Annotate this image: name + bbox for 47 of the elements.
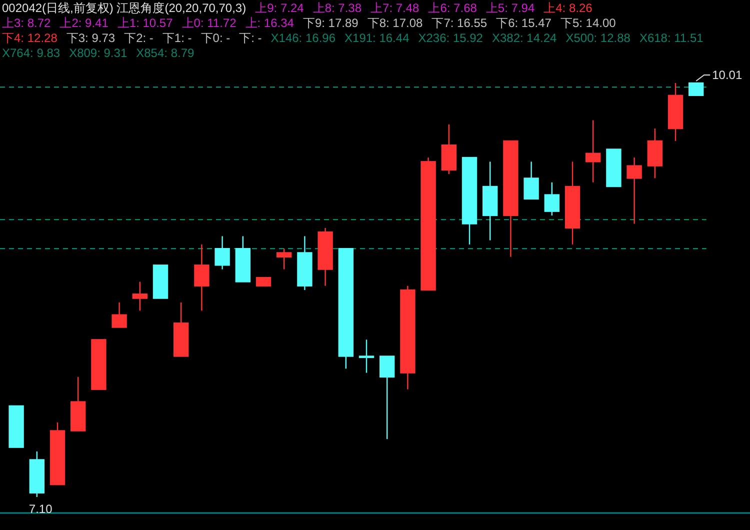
text: 下3: 9.73 xyxy=(66,31,116,45)
candlestick xyxy=(482,161,498,241)
text: 上: 16.34 xyxy=(245,16,294,30)
text: 下2: - xyxy=(124,31,154,45)
text: X764: 9.83 xyxy=(2,46,60,60)
text: 下0: - xyxy=(200,31,230,45)
text: 上4: 8.26 xyxy=(544,1,593,15)
text: 上5: 7.94 xyxy=(486,1,535,15)
text: X854: 8.79 xyxy=(136,46,194,60)
text: 上7: 7.48 xyxy=(370,1,420,15)
text: 下7: 16.55 xyxy=(432,16,488,30)
text: 上3: 8.72 xyxy=(2,16,52,30)
text: 下8: 17.08 xyxy=(367,16,424,30)
text: 上6: 7.68 xyxy=(428,1,478,15)
text: X191: 16.44 xyxy=(344,31,410,45)
text: 上2: 9.41 xyxy=(60,16,109,30)
text: 上9: 7.24 xyxy=(255,1,304,15)
candlestick xyxy=(647,128,662,179)
candlestick xyxy=(400,285,416,390)
text: 上8: 7.38 xyxy=(312,1,362,15)
text: X500: 12.88 xyxy=(566,31,631,45)
text: 下6: 15.47 xyxy=(496,16,552,30)
text: 002042(日线,前复权) 江恩角度(20,20,70,70,3) xyxy=(2,1,246,15)
text: 下9: 17.89 xyxy=(302,16,359,30)
text: 下5: 14.00 xyxy=(560,16,616,30)
candlestick xyxy=(358,339,374,374)
candlestick xyxy=(318,227,333,286)
text: 下: - xyxy=(239,31,262,45)
text: 7.10 xyxy=(28,502,53,516)
text: X618: 11.51 xyxy=(639,31,704,45)
text: 下1: - xyxy=(162,31,192,45)
text: X236: 15.92 xyxy=(418,31,484,45)
candlestick xyxy=(668,82,684,142)
candlestick xyxy=(132,281,148,312)
candlestick xyxy=(297,236,312,291)
candlestick xyxy=(564,161,580,246)
text: X146: 16.96 xyxy=(270,31,336,45)
candlestick xyxy=(586,120,601,183)
text: X809: 9.31 xyxy=(69,46,128,60)
text: 下4: 12.28 xyxy=(2,31,58,45)
text: X382: 14.24 xyxy=(492,31,558,45)
candlestick xyxy=(626,156,642,224)
candlestick xyxy=(194,244,210,312)
text: 上1: 10.57 xyxy=(117,16,174,30)
text: 10.01 xyxy=(712,68,742,82)
candlestick xyxy=(214,236,230,270)
text: 上0: 11.72 xyxy=(182,16,237,30)
